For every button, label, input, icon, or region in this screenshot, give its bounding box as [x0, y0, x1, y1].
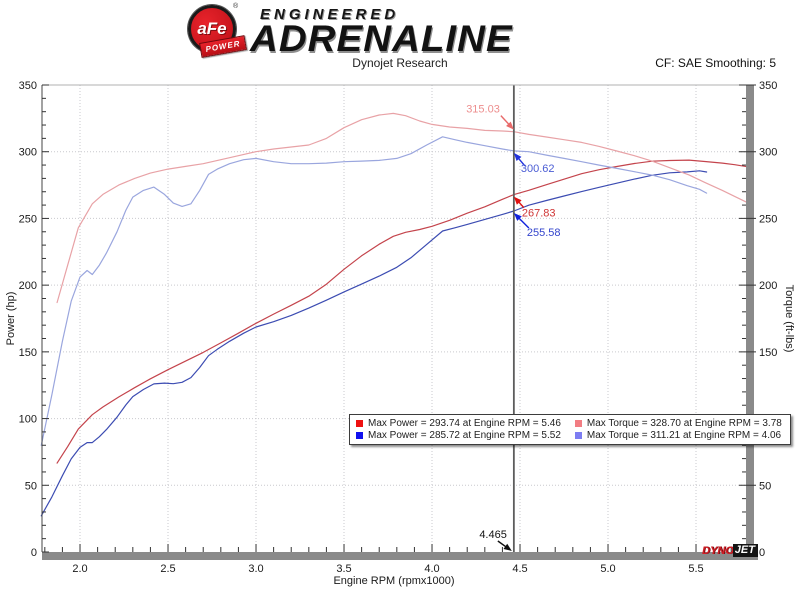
cursor-readout-value: 315.03 [466, 104, 500, 116]
plot-area[interactable] [42, 85, 746, 552]
curve-max-power-run-red [56, 159, 748, 464]
cursor-readout: 315.03 [466, 104, 514, 130]
legend-box[interactable]: Max Power = 293.74 at Engine RPM = 5.46 M… [349, 414, 791, 445]
annotation-arrowhead [503, 543, 512, 551]
legend-item: Max Torque = 311.21 at Engine RPM = 4.06 [574, 430, 782, 441]
x-tick-label: 2.0 [72, 563, 87, 575]
legend-swatch-icon [356, 420, 363, 427]
legend-item: Max Power = 285.72 at Engine RPM = 5.52 [356, 430, 561, 441]
cursor-readout-value: 300.62 [521, 163, 555, 175]
x-tick-label: 3.5 [336, 563, 351, 575]
correction-smoothing-label: CF: SAE Smoothing: 5 [655, 56, 776, 70]
x-tick-label: 5.5 [688, 563, 703, 575]
y-tick-label-right: 50 [759, 480, 771, 492]
legend-text: Max Torque = 311.21 at Engine RPM = 4.06 [586, 430, 782, 441]
annotation-arrowhead [513, 196, 522, 205]
afe-power-logo: aFe ® POWER [186, 3, 250, 58]
curve-max-torque-run-red [56, 112, 748, 304]
curve-max-torque-run-blue [40, 136, 708, 446]
legend-swatch-icon [574, 420, 582, 427]
brand-adrenaline: ADRENALINE [250, 18, 513, 59]
y-tick-label-left: 100 [19, 414, 37, 426]
dynojet-watermark-jet: JET [732, 544, 758, 557]
y-tick-label-right: 0 [759, 547, 765, 559]
y-tick-label-left: 150 [19, 347, 37, 359]
x-tick-label: 4.5 [512, 563, 527, 575]
y2-axis-bar [746, 85, 754, 560]
annotation-arrow-line [517, 216, 530, 229]
legend-text: Max Power = 293.74 at Engine RPM = 5.46 [368, 418, 561, 429]
annotation-arrowhead [513, 152, 522, 162]
legend-item: Max Torque = 328.70 at Engine RPM = 3.78 [574, 418, 782, 429]
cursor-rpm-annotation: 4.465 [479, 529, 512, 551]
registered-trademark-icon: ® [233, 3, 239, 10]
legend-swatch-icon [574, 432, 582, 439]
y-tick-label-right: 350 [759, 80, 777, 92]
annotation-arrowhead [506, 121, 514, 130]
x-tick-label: 3.0 [248, 563, 263, 575]
brand-engineered: ENGINEERED [260, 6, 400, 23]
axis-ticks [42, 84, 756, 553]
legend-text: Max Power = 285.72 at Engine RPM = 5.52 [368, 430, 561, 441]
x-tick-label: 2.5 [160, 563, 175, 575]
annotation-arrowhead [513, 212, 522, 221]
x-tick-label: 5.0 [600, 563, 615, 575]
y-tick-label-right: 150 [759, 347, 777, 359]
chart-subtitle: Dynojet Research [352, 56, 448, 70]
y-tick-label-right: 250 [759, 213, 777, 225]
annotation-arrow-line [500, 115, 511, 126]
cursor-readout-value: 255.58 [527, 227, 561, 239]
y-tick-label-left: 300 [19, 147, 37, 159]
x-tick-label: 4.0 [424, 563, 439, 575]
legend-swatch-icon [356, 432, 363, 439]
y-tick-label-left: 250 [19, 213, 37, 225]
x-axis-title: Engine RPM (rpmx1000) [333, 575, 454, 587]
y-tick-label-left: 200 [19, 280, 37, 292]
y-axis-title-left: Power (hp) [5, 292, 17, 346]
dynojet-watermark: DYNO JET [702, 544, 758, 557]
y-tick-label-right: 200 [759, 280, 777, 292]
curve-max-power-run-blue [40, 170, 708, 517]
cursor-readout: 267.83 [513, 196, 556, 220]
cursor-readout-value: 267.83 [522, 208, 556, 220]
afe-logo-text: aFe [197, 19, 227, 38]
cursor-rpm-value: 4.465 [479, 529, 507, 541]
x-axis-bar [42, 552, 758, 560]
y-axis-title-right: Torque (ft-lbs) [783, 285, 795, 353]
afe-logo-circle: aFe [188, 5, 236, 53]
y-tick-label-left: 50 [25, 480, 37, 492]
legend-text: Max Torque = 328.70 at Engine RPM = 3.78 [586, 418, 782, 429]
y-tick-label-left: 350 [19, 80, 37, 92]
cursor-readout: 300.62 [513, 152, 555, 175]
y-tick-label-left: 0 [31, 547, 37, 559]
dynojet-watermark-dyno: DYNO [702, 544, 734, 557]
y-tick-label-right: 300 [759, 147, 777, 159]
legend-item: Max Power = 293.74 at Engine RPM = 5.46 [356, 418, 561, 429]
cursor-readout: 255.58 [513, 212, 561, 239]
